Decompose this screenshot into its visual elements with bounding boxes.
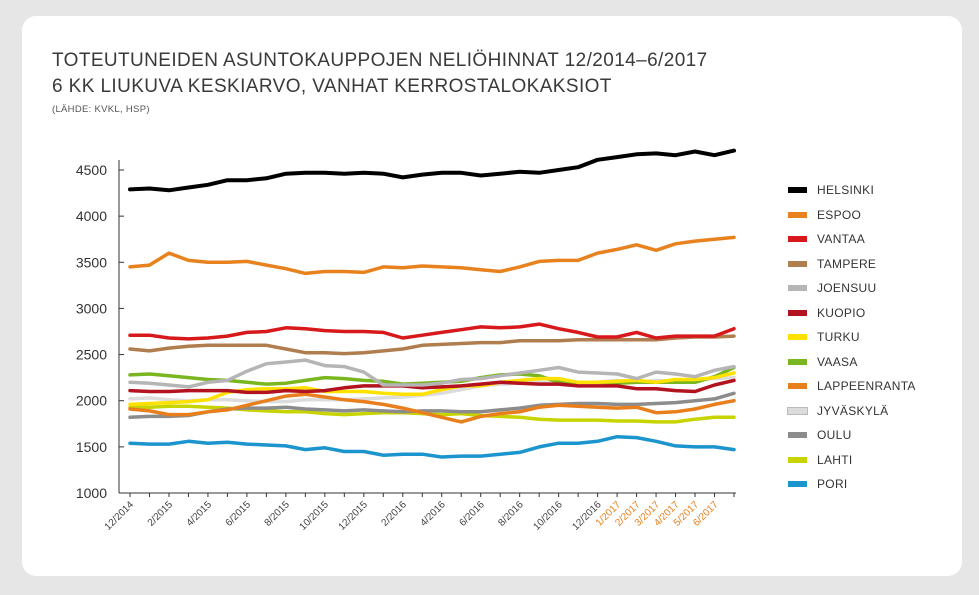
y-tick-label: 1500	[76, 439, 107, 455]
legend-item: ESPOO	[788, 203, 916, 228]
legend-item: LAPPEENRANTA	[788, 374, 916, 399]
series-line-espoo	[128, 235, 736, 276]
series-line-helsinki	[128, 148, 736, 193]
legend-item: OULU	[788, 423, 916, 448]
y-tick-label: 4500	[76, 162, 107, 178]
legend-swatch	[787, 406, 808, 415]
chart-source: (LÄHDE: KVKL, HSP)	[52, 104, 150, 115]
x-tick-label: 4/2016	[418, 499, 448, 529]
legend-label: HELSINKI	[817, 183, 875, 198]
legend-item: JYVÄSKYLÄ	[787, 399, 916, 424]
x-tick-label: 10/2016	[531, 499, 565, 533]
legend-swatch	[788, 236, 807, 243]
legend-swatch	[788, 285, 807, 292]
x-tick-label: 12/2015	[337, 499, 371, 533]
legend-label: VAASA	[817, 354, 858, 369]
legend-label: ESPOO	[817, 207, 862, 222]
chart-title-line1: TOTEUTUNEIDEN ASUNTOKAUPPOJEN NELIÖHINNA…	[52, 50, 708, 71]
legend-label: TURKU	[817, 330, 860, 345]
legend-item: LAHTI	[788, 448, 916, 473]
x-axis-labels: 12/2014 2/2015 4/2015 6/2015 8/2015 10/2015 12…	[103, 499, 721, 533]
legend-label: OULU	[817, 428, 852, 443]
y-tick-label: 4000	[76, 208, 107, 224]
legend-label: LAHTI	[817, 452, 853, 467]
legend-label: KUOPIO	[817, 305, 866, 320]
series-line-vantaa	[128, 322, 736, 341]
x-tick-label: 10/2015	[298, 499, 332, 533]
legend-item: VAASA	[788, 350, 916, 375]
chart-series-lines	[128, 148, 736, 459]
x-tick-label: 4/2015	[185, 499, 215, 529]
legend-item: HELSINKI	[788, 178, 916, 203]
x-tick-label: 6/2016	[457, 499, 487, 529]
x-tick-label: 6/2015	[224, 499, 254, 529]
chart-axes: 1000 1500 2000 2500 3000 3500 4000 4500	[76, 160, 736, 501]
series-line-kuopio	[128, 378, 736, 395]
chart-title: TOTEUTUNEIDEN ASUNTOKAUPPOJEN NELIÖHINNA…	[52, 48, 708, 100]
chart-title-line2: 6 KK LIUKUVA KESKIARVO, VANHAT KERROSTAL…	[52, 76, 612, 97]
legend-item: JOENSUU	[788, 276, 916, 301]
legend-swatch	[788, 211, 807, 218]
legend-swatch	[788, 481, 807, 488]
legend-label: PORI	[817, 477, 848, 492]
y-tick-label: 3500	[76, 254, 107, 270]
legend-label: JYVÄSKYLÄ	[817, 403, 889, 418]
chart-legend: HELSINKI ESPOO VANTAA TAMPERE JOENSUU KUOPIO T…	[787, 178, 916, 497]
series-line-lappeenranta	[128, 392, 736, 424]
x-tick-label: 2/2016	[379, 499, 409, 529]
legend-item: VANTAA	[788, 227, 916, 252]
legend-label: VANTAA	[817, 232, 866, 247]
y-tick-label: 3000	[76, 300, 107, 316]
legend-item: PORI	[788, 472, 916, 497]
legend-swatch	[788, 260, 807, 267]
legend-swatch	[788, 334, 807, 341]
series-line-tampere	[128, 334, 736, 356]
x-tick-label: 2/2015	[146, 499, 176, 529]
legend-swatch	[788, 432, 807, 439]
series-line-pori	[128, 434, 736, 459]
legend-swatch	[788, 187, 807, 194]
y-tick-label: 1000	[76, 485, 107, 501]
x-tick-label: 12/2014	[103, 499, 137, 533]
legend-swatch	[788, 383, 807, 390]
legend-label: LAPPEENRANTA	[817, 379, 916, 394]
y-tick-label: 2000	[76, 393, 107, 409]
legend-label: TAMPERE	[817, 256, 877, 271]
x-tick-label: 8/2015	[263, 499, 293, 529]
legend-label: JOENSUU	[817, 281, 877, 296]
legend-swatch	[788, 358, 807, 365]
legend-item: TURKU	[788, 325, 916, 350]
legend-swatch	[788, 309, 807, 316]
y-tick-label: 2500	[76, 347, 107, 363]
legend-swatch	[788, 456, 807, 463]
legend-item: KUOPIO	[788, 301, 916, 326]
legend-item: TAMPERE	[788, 252, 916, 277]
x-tick-label: 8/2016	[496, 499, 526, 529]
series-line-joensuu	[128, 358, 736, 389]
